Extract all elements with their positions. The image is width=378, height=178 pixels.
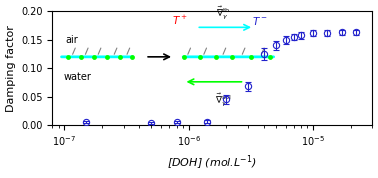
Text: $T^-$: $T^-$ [253,15,268,27]
Y-axis label: Damping factor: Damping factor [6,25,15,112]
Text: $\vec{\nabla}_\gamma^{\rm th}$: $\vec{\nabla}_\gamma^{\rm th}$ [217,5,231,22]
Text: air: air [65,35,78,45]
Text: $T^+$: $T^+$ [172,14,188,27]
Text: $\vec{\nabla}_\gamma^{\rm sol}$: $\vec{\nabla}_\gamma^{\rm sol}$ [215,91,232,109]
X-axis label: [DOH] (mol.L$^{-1}$): [DOH] (mol.L$^{-1}$) [167,154,257,172]
Text: water: water [64,72,92,82]
